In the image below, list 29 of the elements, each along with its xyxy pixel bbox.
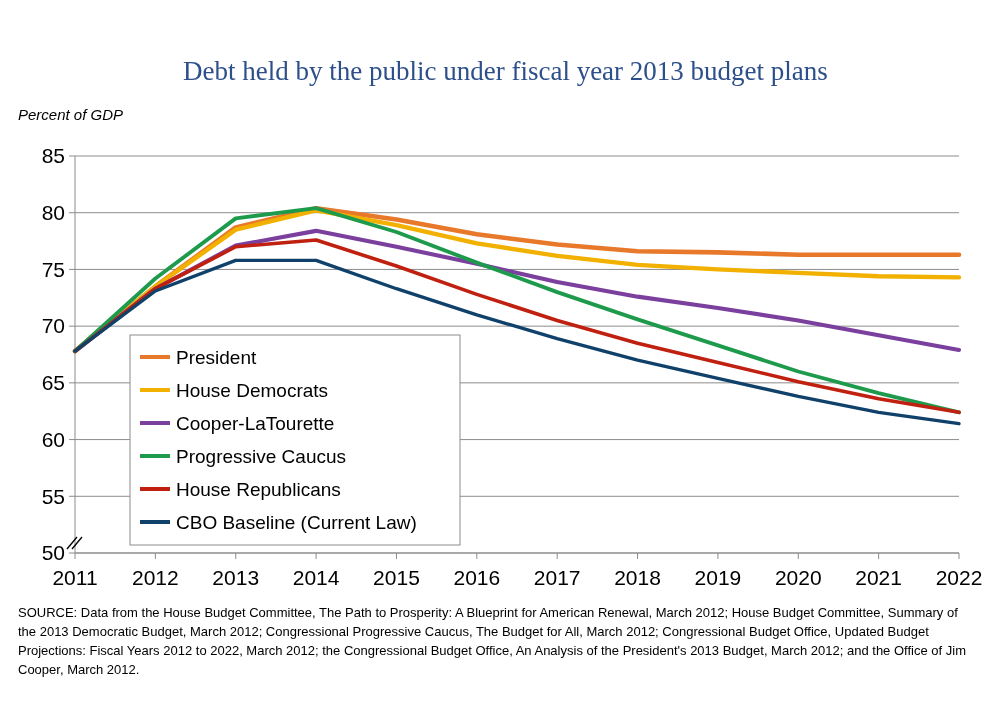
x-tick-label: 2021 (855, 566, 902, 589)
x-tick-label: 2015 (373, 566, 420, 589)
y-tick-label: 70 (41, 314, 65, 338)
legend-label: House Republicans (176, 478, 341, 500)
x-tick-label: 2013 (212, 566, 260, 589)
legend-label: President (176, 346, 257, 368)
x-tick-label: 2017 (533, 566, 581, 589)
y-tick-label: 55 (41, 484, 65, 508)
x-tick-label: 2018 (614, 566, 661, 589)
x-tick-label: 2012 (132, 566, 179, 589)
y-tick-label: 75 (41, 257, 65, 281)
x-tick-label: 2019 (694, 566, 742, 589)
y-tick-label: 60 (41, 427, 65, 451)
y-tick-label: 50 (41, 541, 65, 565)
legend-label: CBO Baseline (Current Law) (176, 511, 417, 533)
y-tick-label: 65 (41, 371, 65, 395)
y-tick-label: 85 (41, 144, 65, 168)
y-tick-label: 80 (41, 201, 65, 225)
source-note: SOURCE: Data from the House Budget Committee, The Path to Prosperity: A Blueprint for American Renewal, March 2012; House Budget Committee, Summary of the 2013 Democratic Budget, March 2012; Congressional Progressive Caucus, The Budget for All, March 2012; Congressional Budget Office, Updated Budget Projections: Fiscal Years 2012 to 2022, March 2012; the Congressional Budget Office, An Analysis of the President's 2013 Budget, March 2012; and the Office of Jim Cooper, March 2012. (18, 605, 966, 677)
chart-title: Debt held by the public under fiscal year 2013 budget plans (183, 56, 828, 86)
y-axis-title: Percent of GDP (18, 106, 124, 123)
legend-label: Cooper-LaTourette (176, 412, 335, 434)
x-tick-label: 2016 (453, 566, 501, 589)
x-tick-label: 2014 (292, 566, 340, 589)
legend-label: House Democrats (176, 379, 329, 401)
x-tick-label: 2020 (774, 566, 822, 589)
x-tick-label: 2011 (52, 566, 98, 589)
x-tick-label: 2022 (935, 566, 983, 589)
legend-label: Progressive Caucus (176, 445, 347, 467)
